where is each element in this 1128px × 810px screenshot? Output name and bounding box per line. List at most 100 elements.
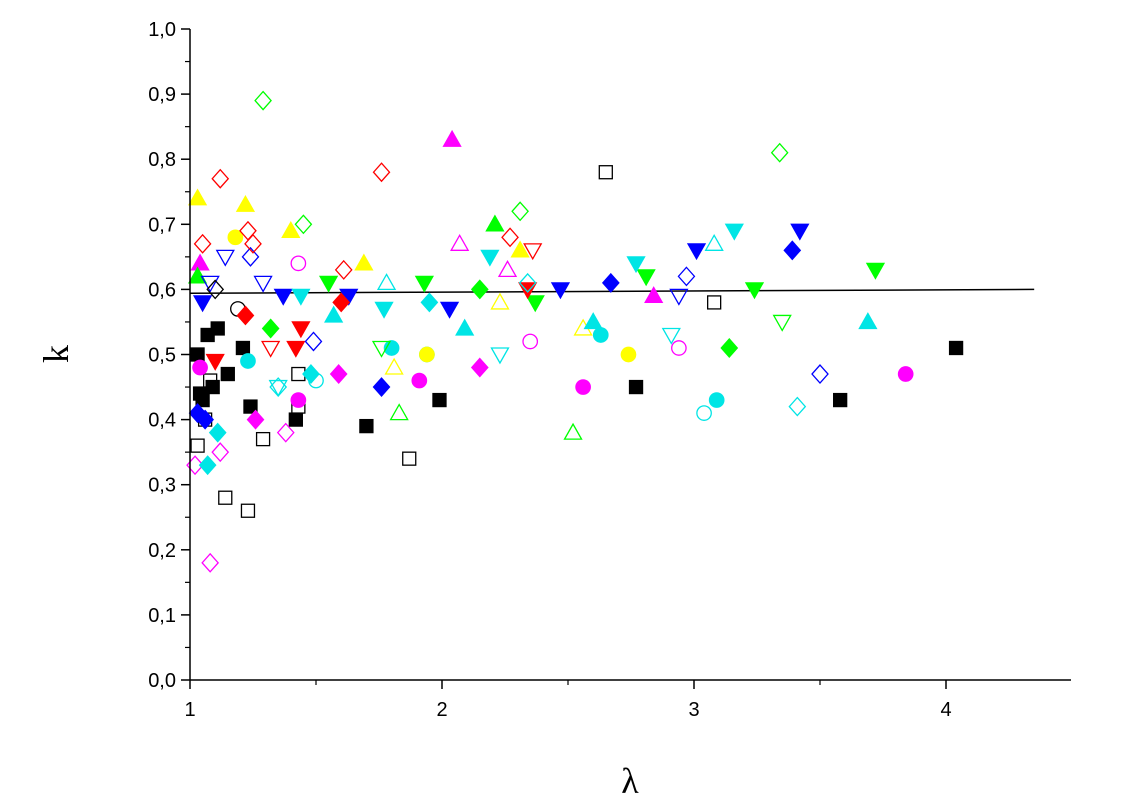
data-point-triangle-down [414, 275, 434, 293]
data-point-circle [575, 379, 591, 395]
data-point-triangle-up [187, 188, 208, 206]
data-point-diamond [304, 331, 323, 352]
data-point-square [833, 392, 848, 408]
data-point-diamond [254, 90, 272, 111]
data-point-diamond [329, 364, 348, 385]
data-point-triangle-down [192, 295, 213, 313]
data-point-diamond [811, 364, 829, 385]
data-point-square [598, 165, 613, 180]
data-point-diamond [788, 396, 807, 417]
data-point-square [190, 347, 205, 362]
data-point-diamond [193, 233, 212, 254]
x-tick-label: 3 [688, 699, 699, 721]
data-point-triangle-up [858, 312, 878, 330]
y-tick-label: 0,9 [148, 84, 176, 106]
data-point-triangle-down [523, 243, 543, 261]
data-point-circle [411, 372, 428, 389]
data-point-square [210, 321, 225, 336]
data-point-triangle-down [291, 288, 311, 306]
data-point-diamond [501, 227, 519, 248]
data-point-triangle-up [510, 240, 530, 258]
data-point-triangle-up [354, 253, 374, 271]
y-tick-label: 1,0 [148, 19, 176, 41]
data-point-circle [419, 346, 435, 363]
data-point-triangle-down [686, 243, 707, 261]
data-point-triangle-down [286, 340, 306, 358]
data-point-triangle-up [187, 266, 208, 284]
data-point-diamond [236, 305, 255, 326]
data-point-square [195, 392, 210, 408]
y-tick-label: 0,2 [148, 540, 176, 562]
data-point-triangle-down [550, 282, 571, 300]
data-point-triangle-down [200, 275, 220, 293]
data-point-square [190, 438, 205, 453]
data-point-circle [592, 327, 609, 343]
data-point-triangle-down [291, 321, 311, 339]
data-point-diamond [246, 409, 265, 430]
data-point-square [288, 412, 303, 427]
y-tick-label: 0,3 [148, 475, 176, 497]
data-point-diamond [261, 318, 280, 339]
data-point-square [402, 451, 417, 466]
data-point-square [220, 366, 235, 382]
data-point-triangle-up [235, 194, 256, 212]
data-point-circle [708, 392, 725, 408]
data-point-diamond [720, 338, 739, 358]
data-point-triangle-down [439, 301, 460, 319]
data-point-diamond [470, 357, 489, 378]
data-point-diamond [211, 442, 230, 463]
data-point-diamond [276, 422, 295, 443]
data-point-square [359, 418, 374, 434]
data-point-triangle-up [704, 234, 724, 251]
data-point-triangle-down [318, 275, 339, 293]
data-point-triangle-up [384, 357, 404, 375]
data-point-diamond [372, 162, 391, 183]
data-point-square [243, 399, 258, 414]
data-point-square [203, 373, 218, 388]
data-point-triangle-down [273, 288, 293, 306]
data-point-diamond [208, 422, 227, 443]
data-point-triangle-up [485, 214, 505, 232]
x-tick-label: 1 [184, 699, 195, 721]
data-point-triangle-down [772, 314, 792, 332]
data-point-circle [192, 359, 208, 376]
data-point-triangle-up [497, 260, 518, 278]
y-tick-label: 0,6 [148, 279, 176, 301]
data-point-circle [897, 366, 914, 382]
data-point-circle [696, 405, 712, 421]
data-point-triangle-up [455, 318, 475, 336]
data-point-diamond [294, 214, 313, 235]
data-point-triangle-down [490, 347, 510, 365]
data-point-square [948, 340, 964, 356]
data-point-triangle-down [525, 295, 545, 313]
data-point-square [218, 490, 233, 505]
data-point-diamond [206, 279, 225, 300]
data-point-diamond [470, 279, 489, 300]
data-point-square [707, 295, 722, 310]
x-tick-label: 4 [940, 699, 951, 721]
data-point-diamond [770, 142, 789, 163]
data-point-triangle-up [563, 422, 583, 440]
data-point-triangle-up [644, 286, 664, 304]
data-point-triangle-up [490, 292, 510, 310]
data-point-diamond [601, 272, 620, 293]
data-point-triangle-down [661, 327, 681, 345]
data-point-triangle-down [636, 269, 656, 287]
data-point-triangle-down [744, 282, 765, 300]
data-point-triangle-up [281, 220, 301, 238]
data-point-diamond [302, 364, 320, 385]
y-tick-label: 0,4 [148, 410, 176, 432]
y-tick-label: 0,7 [148, 214, 176, 236]
data-point-triangle-down [790, 223, 810, 241]
data-point-diamond [201, 552, 220, 573]
y-axis-title: k [36, 345, 76, 363]
data-point-triangle-up [376, 273, 397, 291]
x-axis-title: λ [621, 761, 639, 801]
data-point-circle [671, 340, 687, 356]
data-point-diamond [241, 246, 260, 267]
data-point-triangle-down [371, 340, 392, 358]
data-point-diamond [677, 266, 696, 287]
data-point-triangle-up [583, 312, 603, 330]
data-point-diamond [372, 377, 391, 398]
data-point-diamond [244, 233, 262, 254]
